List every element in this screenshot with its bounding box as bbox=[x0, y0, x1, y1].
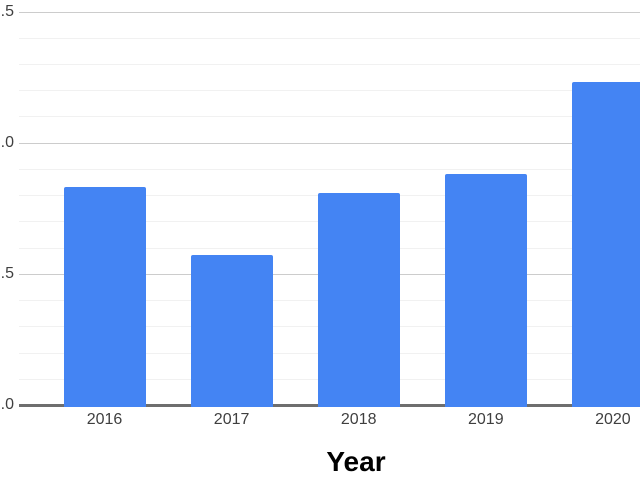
y-tick-label: .0 bbox=[0, 396, 14, 413]
gridline-minor bbox=[19, 169, 640, 170]
bar-2016 bbox=[63, 187, 146, 407]
bar-2018 bbox=[317, 193, 400, 407]
y-tick-label: .5 bbox=[0, 3, 14, 20]
gridline-major bbox=[19, 12, 640, 13]
x-tick-label-2016: 2016 bbox=[86, 411, 123, 428]
x-tick-label-2019: 2019 bbox=[468, 411, 504, 428]
y-tick-label: .0 bbox=[0, 134, 14, 151]
x-tick-label-2020: 2020 bbox=[595, 411, 631, 428]
gridline-minor bbox=[19, 90, 640, 91]
bar-2020 bbox=[571, 82, 640, 407]
x-tick-label-2018: 2018 bbox=[340, 411, 377, 428]
x-axis-title: Year bbox=[326, 446, 386, 477]
gridline-minor bbox=[19, 116, 640, 117]
y-tick-label: .5 bbox=[0, 265, 14, 282]
gridline-minor bbox=[19, 64, 640, 65]
x-tick-label-2017: 2017 bbox=[213, 411, 250, 428]
gridline-major bbox=[19, 143, 640, 144]
bar-2017 bbox=[190, 255, 273, 407]
bar-2019 bbox=[444, 174, 527, 407]
gridline-minor bbox=[19, 38, 640, 39]
